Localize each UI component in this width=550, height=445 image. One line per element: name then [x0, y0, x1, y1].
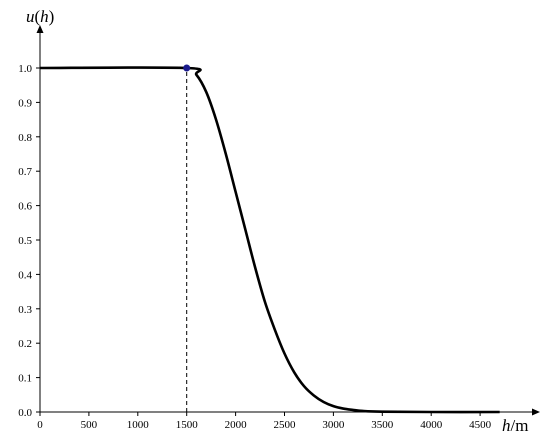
y-tick-label: 0.6: [18, 201, 32, 213]
x-tick-label: 1000: [127, 419, 150, 431]
y-tick-label: 0.5: [18, 235, 32, 247]
series-layer: [39, 66, 500, 414]
y-tick-label: 0.8: [18, 132, 32, 144]
y-axis-arrow: [36, 25, 44, 33]
y-tick-label: 0.3: [18, 304, 32, 316]
y-axis-label-arg: h: [40, 7, 49, 26]
y-tick-label: 0.1: [18, 373, 32, 385]
x-ticks: 0 500 1000 1500 2000 2500 3000 3500 4000 4500: [37, 412, 492, 431]
y-tick-label: 0.2: [18, 338, 32, 350]
y-tick-label: 0.4: [18, 269, 32, 281]
x-tick-label: 3000: [322, 419, 345, 431]
x-axis-arrow: [532, 408, 540, 416]
threshold-marker: [183, 64, 191, 72]
x-tick-label: 2000: [225, 419, 248, 431]
x-axis-label-unit: /m: [511, 416, 529, 435]
x-tick-label: 500: [81, 419, 98, 431]
x-axis-label-var: h: [502, 416, 511, 435]
x-tick-label: 4000: [420, 419, 443, 431]
x-tick-label: 0: [37, 419, 43, 431]
y-tick-label: 0.9: [18, 97, 32, 109]
x-axis-label: h/m: [502, 416, 528, 435]
y-tick-label: 0.7: [18, 166, 32, 178]
y-axis-label: u(h): [26, 7, 54, 26]
y-axis-label-open: (: [35, 7, 41, 26]
y-axis-label-close: ): [49, 7, 55, 26]
x-tick-label: 4500: [469, 419, 492, 431]
series-line: [39, 66, 500, 414]
x-tick-label: 2500: [274, 419, 297, 431]
x-tick-label: 1500: [176, 419, 199, 431]
y-tick-label: 0.0: [18, 407, 32, 419]
y-axis-label-var: u: [26, 7, 35, 26]
y-ticks: 0.0 0.1 0.2 0.3 0.4 0.5 0.6 0.7 0.8 0.9 1.0: [18, 63, 40, 419]
axes: [36, 25, 540, 416]
x-tick-label: 3500: [371, 419, 394, 431]
y-tick-label: 1.0: [18, 63, 32, 75]
